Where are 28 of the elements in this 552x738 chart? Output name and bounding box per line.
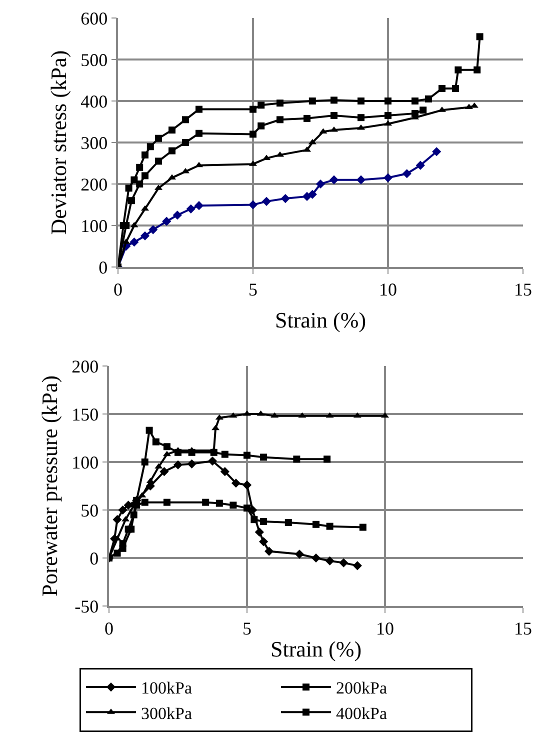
y-tick-label: 200 bbox=[72, 356, 99, 376]
y-tick-label: 50 bbox=[80, 500, 99, 520]
y-tick-label: 100 bbox=[80, 216, 108, 236]
x-tick-label: 5 bbox=[242, 618, 252, 638]
y-tick-label: 500 bbox=[80, 50, 108, 70]
y-tick-label: 400 bbox=[80, 91, 108, 112]
y-tick-label: 200 bbox=[80, 174, 108, 194]
x-tick-label: 0 bbox=[114, 279, 122, 300]
x-tick-label: 15 bbox=[514, 618, 532, 638]
y-tick-label: 600 bbox=[80, 8, 108, 28]
y-tick-label: 0 bbox=[98, 257, 108, 278]
y-axis-title: Porewater pressure (kPa) bbox=[36, 375, 62, 597]
x-tick-label: 10 bbox=[379, 279, 397, 300]
y-tick-label: -50 bbox=[74, 596, 99, 616]
legend-label: 400kPa bbox=[336, 704, 388, 723]
legend-label: 100kPa bbox=[141, 678, 192, 698]
x-axis-title: Strain (%) bbox=[274, 308, 366, 333]
y-tick-label: 100 bbox=[72, 452, 99, 472]
x-tick-label: 5 bbox=[248, 279, 258, 300]
legend-label: 200kPa bbox=[336, 678, 388, 698]
x-tick-label: 10 bbox=[376, 618, 394, 638]
x-tick-label: 15 bbox=[514, 279, 532, 300]
x-axis-title: Strain (%) bbox=[270, 636, 362, 662]
y-axis-title: Deviator stress (kPa) bbox=[46, 50, 71, 235]
y-tick-label: 150 bbox=[72, 404, 99, 424]
y-tick-label: 300 bbox=[80, 132, 108, 153]
y-tick-label: 0 bbox=[90, 548, 99, 568]
legend-label: 300kPa bbox=[141, 704, 192, 723]
